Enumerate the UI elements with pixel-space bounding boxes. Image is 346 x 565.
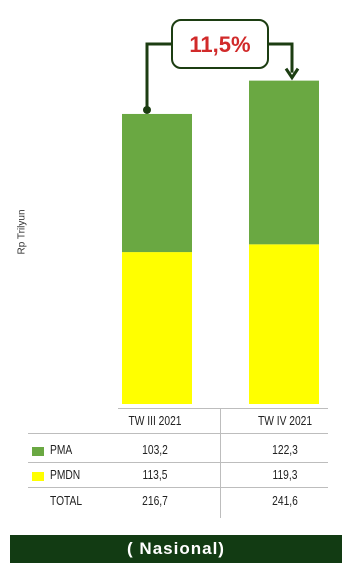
stacked-bar-chart: 11,5% xyxy=(122,19,319,404)
table-rule xyxy=(28,462,328,463)
column-header-tw4: TW IV 2021 xyxy=(257,414,313,428)
cell-pmdn-tw3: 113,5 xyxy=(142,468,168,482)
cell-pma-tw4: 122,3 xyxy=(272,443,298,457)
cell-total-tw3: 216,7 xyxy=(142,494,168,508)
cell-pmdn-tw4: 119,3 xyxy=(272,468,298,482)
table-divider xyxy=(220,408,221,518)
table-rule xyxy=(118,408,328,409)
row-label-pma: PMA xyxy=(50,443,73,457)
cell-pma-tw3: 103,2 xyxy=(142,443,168,457)
cell-total-tw4: 241,6 xyxy=(272,494,298,508)
arrow-down-icon xyxy=(284,67,300,81)
region-footer: ( Nasional) xyxy=(10,535,342,563)
growth-label-box xyxy=(171,19,269,69)
column-header-tw3: TW III 2021 xyxy=(128,414,182,428)
table-rule xyxy=(28,487,328,488)
pma-swatch xyxy=(32,447,44,456)
bar-pmdn-1 xyxy=(122,252,192,404)
bar-pma-2 xyxy=(249,80,319,245)
bar-pmdn-2 xyxy=(249,244,319,404)
bar-pma-1 xyxy=(122,113,192,253)
row-label-pmdn: PMDN xyxy=(50,468,81,482)
pmdn-swatch xyxy=(32,472,44,481)
y-axis-label: Rp Trilyun xyxy=(16,209,28,255)
row-label-total: TOTAL xyxy=(50,494,83,508)
growth-percentage: 11,5% xyxy=(189,32,250,57)
connector-start-dot xyxy=(143,105,151,114)
table-rule xyxy=(28,433,328,434)
